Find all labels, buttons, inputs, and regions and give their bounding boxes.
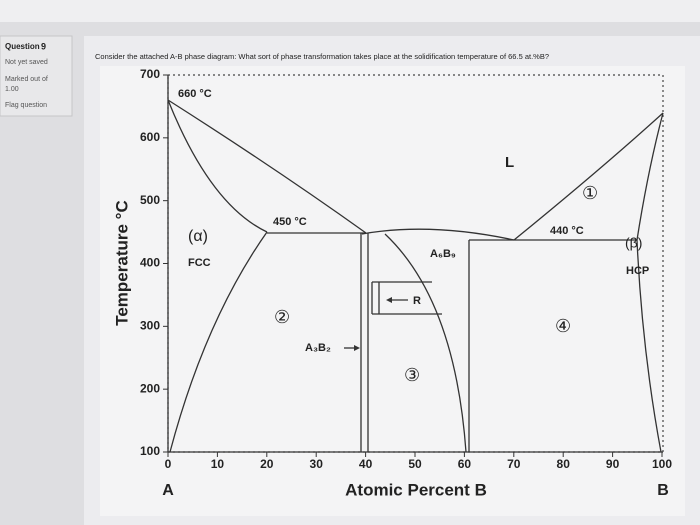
y-tick-label: 300 — [140, 319, 160, 333]
x-tick-label: 70 — [507, 457, 521, 471]
x-tick-label: 40 — [359, 457, 373, 471]
x-tick-label: 10 — [211, 457, 225, 471]
y-tick-label: 100 — [140, 444, 160, 458]
phase-label: FCC — [188, 257, 211, 269]
x-tick-label: 60 — [458, 457, 472, 471]
y-tick-label: 700 — [140, 67, 160, 81]
x-tick-label: 0 — [165, 457, 172, 471]
liquidus-right — [513, 112, 664, 241]
x-tick-label: 90 — [606, 457, 620, 471]
end-label: A — [162, 482, 174, 499]
save-status: Not yet saved — [5, 59, 48, 66]
temperature-label: 450 °C — [273, 216, 307, 228]
phase-label: A₆B₉ — [430, 248, 456, 260]
region-number: ③ — [404, 365, 420, 385]
region-number: ④ — [555, 316, 571, 336]
arrowhead — [354, 345, 360, 351]
phase-label: (α) — [188, 228, 208, 245]
region-number: ② — [274, 307, 290, 327]
question-info-box — [0, 35, 73, 117]
diagram-area — [100, 66, 685, 516]
x-tick-label: 80 — [557, 457, 571, 471]
question-number: 9 — [41, 41, 46, 51]
y-tick-label: 400 — [140, 256, 160, 270]
solvus-compound — [384, 233, 467, 453]
y-tick-label: 500 — [140, 193, 160, 207]
solidus-alpha — [167, 99, 268, 233]
y-tick-label: 600 — [140, 130, 160, 144]
y-tick-label: 200 — [140, 381, 160, 395]
arrowhead — [386, 297, 392, 303]
question-label: Question — [5, 42, 40, 51]
liquidus-left — [167, 99, 367, 234]
x-tick-label: 30 — [310, 457, 324, 471]
phase-label: A₃B₂ — [305, 342, 331, 354]
y-axis-title: Temperature °C — [112, 200, 131, 326]
solvus-alpha — [169, 231, 268, 453]
region-label: R — [413, 295, 421, 307]
top-bar — [0, 0, 700, 22]
solvus-beta — [636, 239, 662, 453]
flag-question[interactable]: Flag question — [5, 102, 47, 109]
temperature-label: 660 °C — [178, 88, 212, 100]
end-label: B — [657, 482, 669, 499]
phase-label: L — [505, 154, 514, 171]
phase-boundaries — [167, 99, 664, 453]
question-text: Consider the attached A-B phase diagram:… — [95, 52, 549, 61]
marks: 1.00 — [5, 86, 19, 93]
liquidus-dome — [361, 228, 515, 241]
phase-label: HCP — [626, 265, 649, 277]
x-tick-label: 100 — [652, 457, 672, 471]
temperature-label: 440 °C — [550, 225, 584, 237]
marked-out-of: Marked out of — [5, 76, 48, 83]
phase-label: (β) — [625, 235, 642, 251]
solidus-beta — [636, 112, 664, 241]
x-tick-label: 50 — [408, 457, 422, 471]
x-tick-label: 20 — [260, 457, 274, 471]
x-axis-title: Atomic Percent B — [345, 480, 487, 499]
region-number: ① — [582, 183, 598, 203]
